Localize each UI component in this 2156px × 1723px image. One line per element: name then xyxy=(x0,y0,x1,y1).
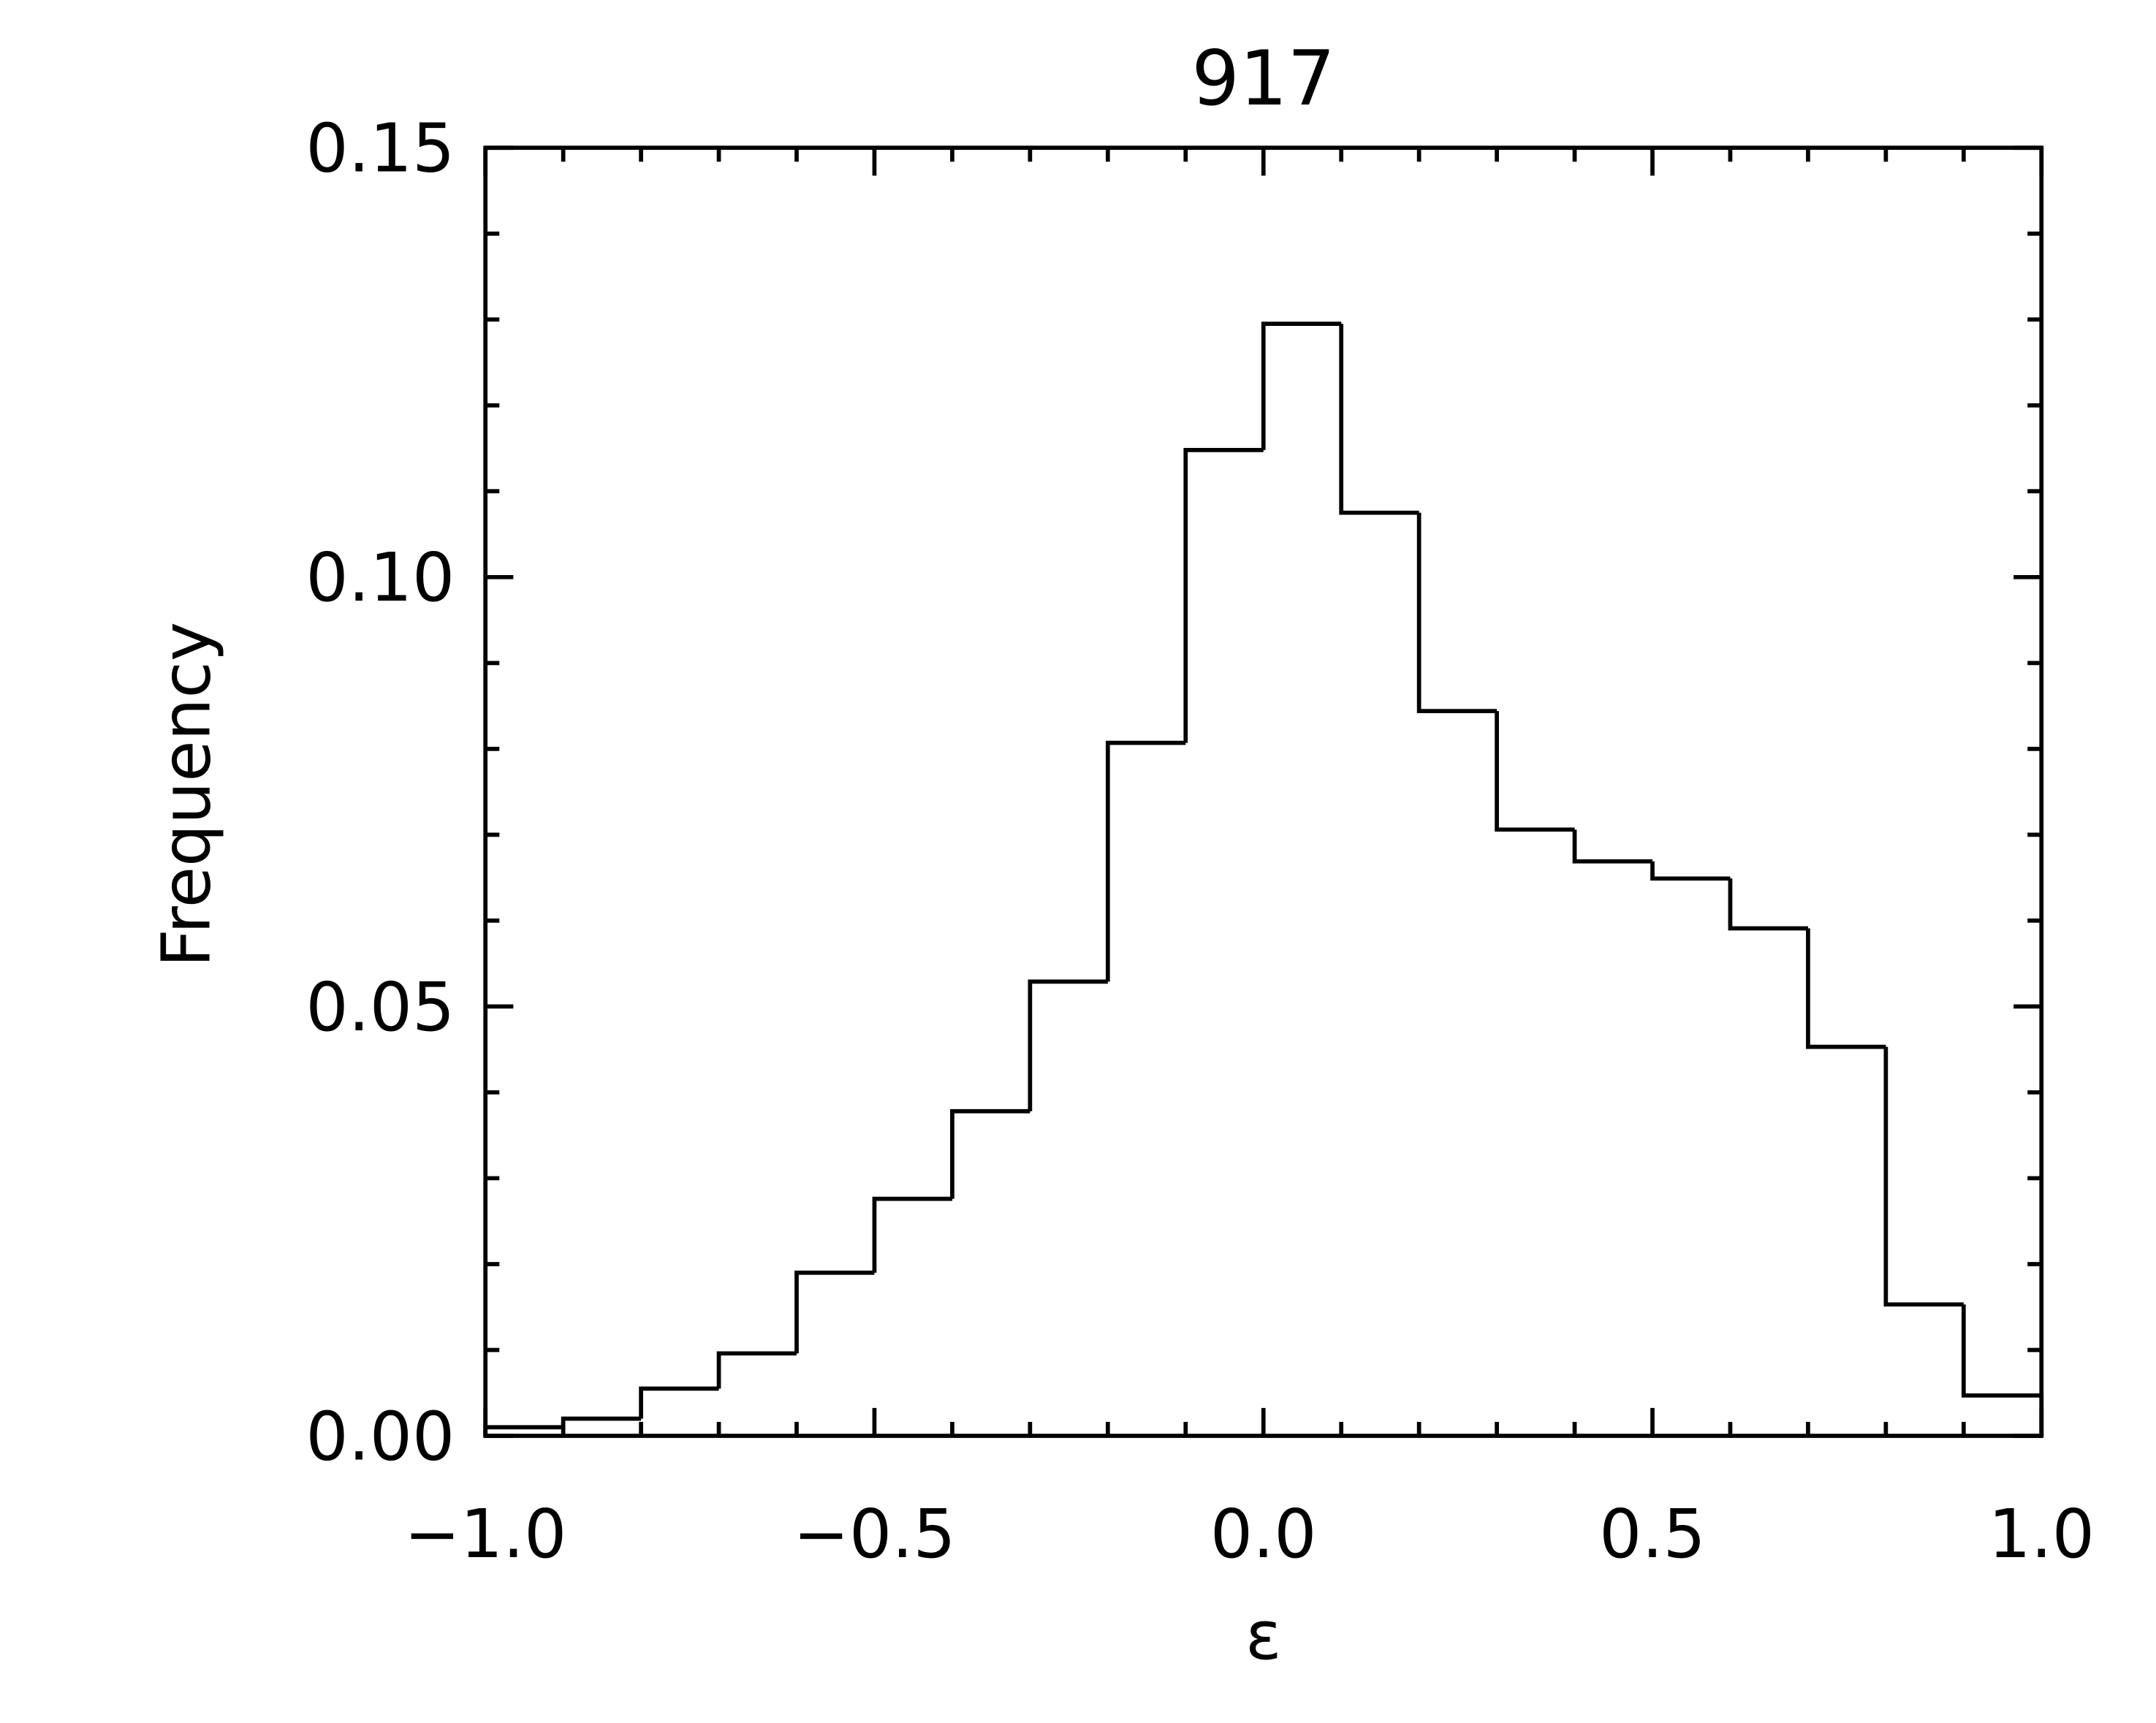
x-tick-label: 1.0 xyxy=(1988,1495,2095,1573)
histogram-bar xyxy=(1728,878,1808,931)
histogram-bar xyxy=(716,1351,797,1389)
chart-title: 917 xyxy=(1191,35,1335,123)
x-tick-label: −1.0 xyxy=(404,1495,566,1573)
y-tick-label: 0.05 xyxy=(305,968,455,1046)
y-tick-label: 0.15 xyxy=(305,110,455,188)
histogram-bar xyxy=(1650,861,1731,881)
histogram-bar xyxy=(1416,512,1498,714)
histogram-bar xyxy=(1105,740,1186,982)
y-tick-label: 0.10 xyxy=(305,539,455,617)
histogram-bar xyxy=(794,1270,875,1354)
x-axis-label: ε xyxy=(1245,1597,1282,1675)
x-tick-label: 0.5 xyxy=(1599,1495,1706,1573)
histogram-bar xyxy=(950,1108,1030,1199)
histogram-bar xyxy=(1028,979,1108,1111)
histogram-bar xyxy=(1261,322,1342,450)
y-axis-label: Frequency xyxy=(147,622,225,967)
y-tick-label: 0.00 xyxy=(305,1397,455,1475)
histogram-bar xyxy=(1961,1304,2044,1436)
x-tick-label: −0.5 xyxy=(793,1495,955,1573)
histogram-bar xyxy=(1495,711,1575,832)
histogram-bar xyxy=(561,1416,642,1428)
x-tick-label: 0.0 xyxy=(1210,1495,1317,1573)
histogram-bar xyxy=(1183,448,1264,743)
histogram-bar xyxy=(1806,928,1886,1049)
histogram-bar xyxy=(1339,324,1419,515)
histogram-bar xyxy=(872,1196,952,1273)
histogram-bar xyxy=(639,1386,719,1419)
histogram-bar xyxy=(1572,829,1653,864)
histogram-bar xyxy=(1883,1046,1964,1307)
histogram-bar xyxy=(483,1425,563,1436)
